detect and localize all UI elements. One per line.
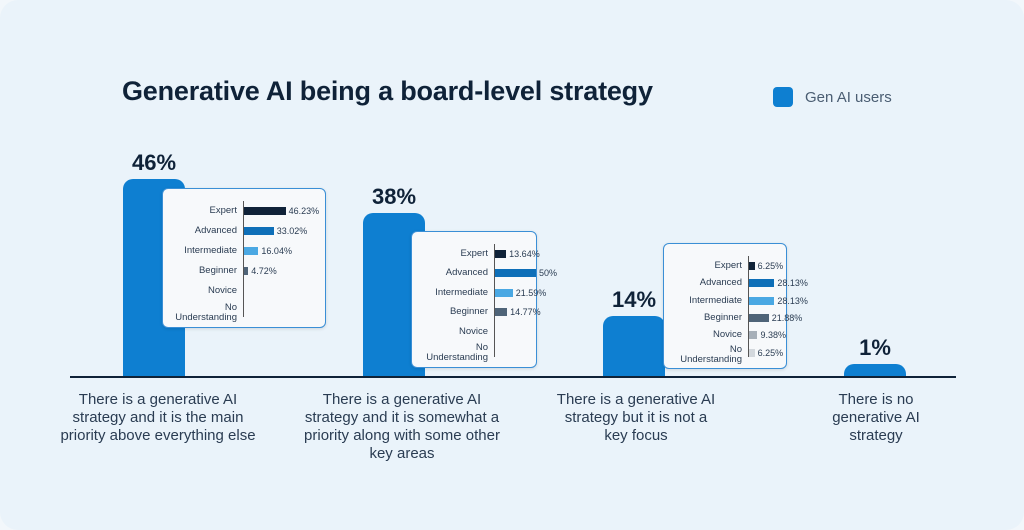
bar-value-label: 1% xyxy=(859,334,891,360)
level-label: No Understanding xyxy=(680,343,742,365)
level-label: Expert xyxy=(460,248,488,259)
inset-axis xyxy=(243,201,244,317)
level-value-label: 14.77% xyxy=(510,307,541,318)
level-value-label: 13.64% xyxy=(509,249,540,259)
level-bar xyxy=(495,250,507,258)
category-label: There is no generative AI strategy xyxy=(832,391,920,444)
level-label: Intermediate xyxy=(689,294,742,306)
level-value-label: 28.13% xyxy=(777,295,808,306)
bar-value-label: 38% xyxy=(371,184,417,210)
skill-breakdown-inset: Expert 46.23% Advanced 33.02% Intermediate 16… xyxy=(162,188,326,328)
level-value-label: 50% xyxy=(539,268,558,279)
inset-axis xyxy=(748,256,749,358)
level-bar xyxy=(244,227,274,235)
level-label: Novice xyxy=(207,285,237,296)
level-bar xyxy=(495,308,508,317)
skill-breakdown-inset: Expert 13.64% Advanced 50% Intermediate 21.59… xyxy=(411,231,557,368)
chart-title: Generative AI being a board-level strate… xyxy=(122,76,653,106)
level-bar xyxy=(749,296,775,305)
level-label: Beginner xyxy=(449,306,488,318)
skill-breakdown-inset: Expert 6.25% Advanced 28.13% Intermediate 28.… xyxy=(663,243,808,369)
category-label: There is a generative AI strategy but it… xyxy=(556,391,716,444)
level-label: Intermediate xyxy=(184,245,237,256)
level-value-label: 6.25% xyxy=(757,347,784,358)
level-bar xyxy=(749,331,758,340)
level-label: No Understanding xyxy=(175,302,237,323)
level-value-label: 33.02% xyxy=(276,226,308,236)
legend: Gen AI users xyxy=(773,87,892,107)
level-bar xyxy=(749,348,755,357)
bar-value-label: 14% xyxy=(611,287,657,313)
legend-swatch xyxy=(773,87,793,107)
level-label: Advanced xyxy=(445,267,488,279)
level-bar xyxy=(244,267,249,275)
level-label: Expert xyxy=(714,260,742,271)
level-value-label: 16.04% xyxy=(261,246,292,256)
level-label: Intermediate xyxy=(435,286,488,298)
inset-axis xyxy=(494,244,495,357)
level-value-label: 28.13% xyxy=(777,278,808,289)
level-label: Advanced xyxy=(194,225,237,236)
category-label: There is a generative AI strategy and it… xyxy=(60,391,256,444)
level-value-label: 46.23% xyxy=(288,206,320,216)
level-label: Novice xyxy=(458,325,488,337)
level-label: Advanced xyxy=(699,277,742,289)
level-bar xyxy=(244,247,259,255)
level-bar xyxy=(749,279,775,288)
level-bar xyxy=(244,207,286,215)
legend-label: Gen AI users xyxy=(805,88,892,106)
category-label: There is a generative AI strategy and it… xyxy=(304,391,500,462)
level-value-label: 21.88% xyxy=(771,312,803,323)
level-label: Beginner xyxy=(198,265,237,276)
level-label: Beginner xyxy=(703,311,742,323)
level-label: Novice xyxy=(712,329,742,341)
level-bar xyxy=(749,313,769,322)
level-value-label: 21.59% xyxy=(515,287,547,298)
level-value-label: 9.38% xyxy=(760,330,786,341)
level-value-label: 4.72% xyxy=(251,266,277,276)
level-label: Expert xyxy=(209,205,237,216)
level-bar xyxy=(749,262,755,270)
level-value-label: 6.25% xyxy=(757,261,784,271)
bar xyxy=(603,316,665,376)
level-label: No Understanding xyxy=(426,342,488,364)
bar xyxy=(844,363,906,376)
level-bar xyxy=(495,269,536,278)
bar-value-label: 46% xyxy=(131,150,177,176)
level-bar xyxy=(495,288,513,297)
x-axis-baseline xyxy=(70,376,956,378)
